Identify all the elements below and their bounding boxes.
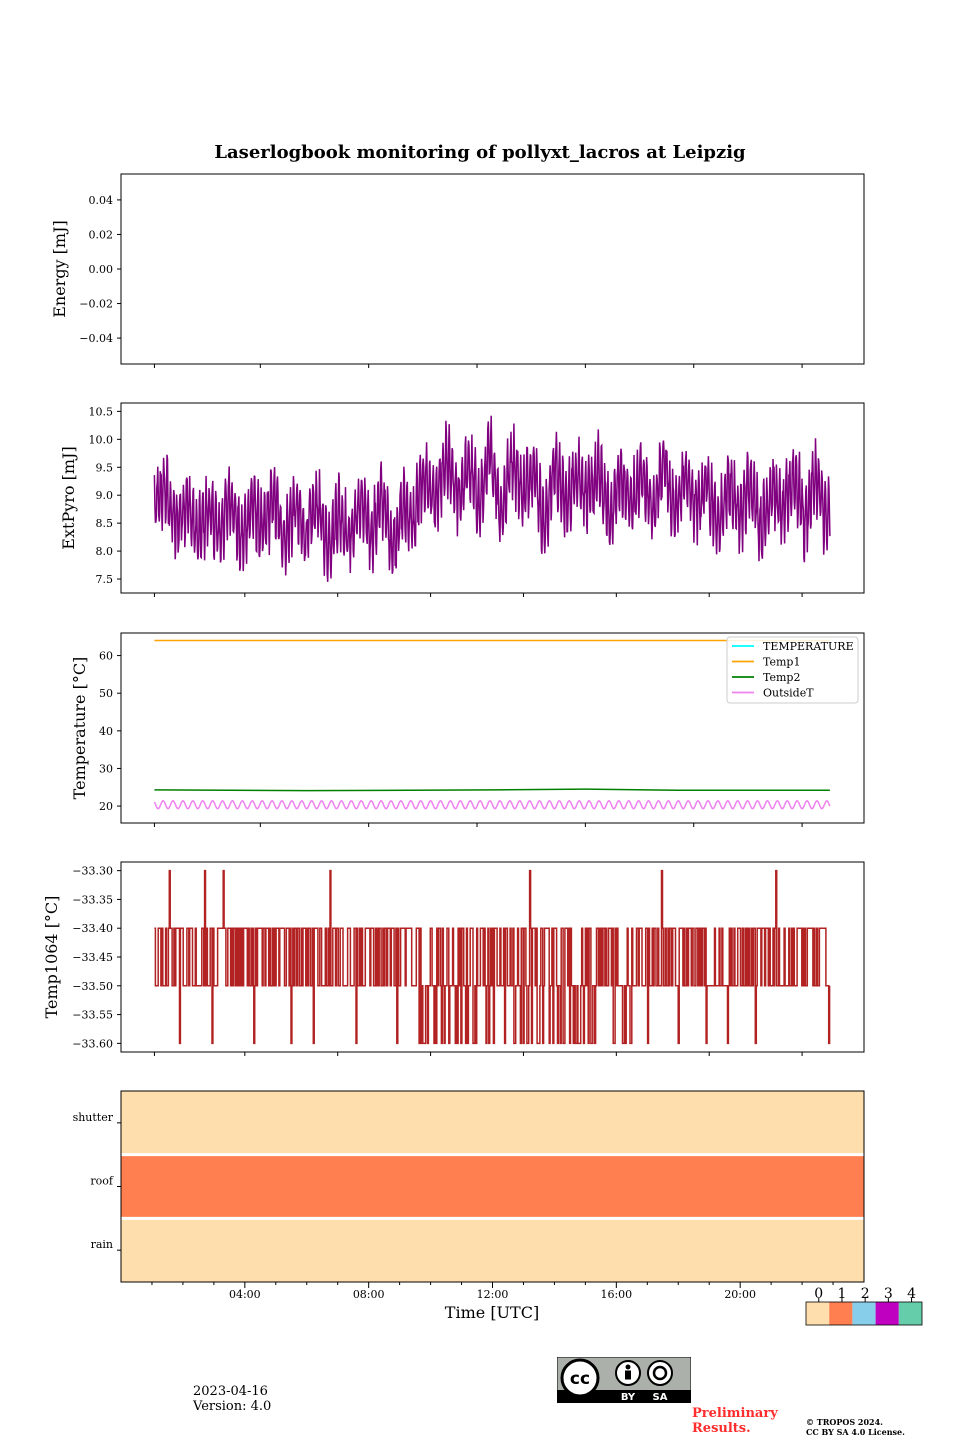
legend-label-temp2: Temp2 — [763, 671, 800, 684]
y-tick-label: 7.5 — [96, 573, 114, 586]
row-label-rain: rain — [91, 1238, 113, 1251]
y-tick-label: 40 — [99, 725, 113, 738]
colorbar-swatch-4 — [898, 1302, 922, 1325]
y-axis-label: Energy [mJ] — [50, 220, 69, 318]
legend-frame — [726, 636, 859, 704]
y-tick-label: −33.55 — [72, 1009, 113, 1022]
axes-background — [121, 174, 864, 364]
y-tick-label: 0.02 — [89, 228, 114, 241]
status-row-roof — [121, 1154, 864, 1219]
y-tick-label: 10.5 — [89, 405, 114, 418]
x-tick-label: 04:00 — [229, 1288, 261, 1301]
cc-sa-label: SA — [653, 1392, 668, 1403]
colorbar-swatch-0 — [806, 1302, 830, 1325]
temp2-series-line — [154, 788, 830, 792]
colorbar-tick-label: 1 — [837, 1286, 846, 1302]
y-tick-label: 0.04 — [89, 194, 114, 207]
row-label-roof: roof — [90, 1175, 114, 1188]
y-tick-label: 50 — [99, 687, 113, 700]
plot-area — [154, 869, 831, 1045]
panel-5: shutter roof rain 04:00 08:00 12:00 16:00 20:00 — [73, 1090, 865, 1301]
y-tick-label: 60 — [99, 650, 113, 663]
colorbar-swatch-3 — [875, 1302, 899, 1325]
preliminary-note: Preliminary Results. — [692, 1406, 778, 1436]
y-axis-label: ExtPyro [mJ] — [59, 446, 78, 549]
y-tick-label: 10.0 — [89, 433, 114, 446]
cc-license-badge: cc BY SA — [556, 1356, 692, 1404]
axes-frame — [120, 632, 865, 824]
temp1064-series-line — [154, 869, 831, 1045]
y-tick-label: −33.50 — [72, 980, 113, 993]
copyright-line-1: © TROPOS 2024. — [806, 1417, 883, 1427]
outsidet-series-line — [153, 799, 831, 810]
y-tick-label: 9.5 — [96, 461, 114, 474]
cc-icon: cc — [570, 1369, 590, 1389]
legend: TEMPERATURE Temp1 Temp2 OutsideT — [726, 636, 859, 704]
version-label: Version: 4.0 — [193, 1399, 272, 1414]
y-axis-label: Temp1064 [°C] — [42, 896, 61, 1019]
colorbar-tick-label: 3 — [884, 1286, 893, 1302]
figure-title: Laserlogbook monitoring of pollyxt_lacro… — [214, 142, 746, 163]
date-label: 2023-04-16 — [193, 1384, 268, 1399]
date-version-block: 2023-04-16 Version: 4.0 — [193, 1384, 271, 1414]
x-axis-label: Time [UTC] — [445, 1303, 539, 1322]
colorbar-tick-label: 0 — [814, 1286, 823, 1302]
panel-1: 0.04 0.02 0.00 −0.02 −0.04 Energy [mJ] — [50, 173, 865, 368]
x-tick-label: 12:00 — [477, 1288, 509, 1301]
panel-3: 60 50 40 30 20 Temperature [°C] TEMPERATURE Tem… — [70, 632, 865, 827]
legend-label-outsidet: OutsideT — [763, 687, 814, 700]
y-tick-label: 20 — [99, 800, 113, 813]
cc-by-label: BY — [621, 1392, 636, 1403]
y-tick-label: 0.00 — [89, 263, 114, 276]
status-row-rain — [121, 1218, 864, 1282]
colorbar-tick-label: 2 — [861, 1286, 870, 1302]
plot-area — [153, 639, 831, 810]
copyright-line-2: CC BY SA 4.0 License. — [806, 1427, 905, 1437]
axes-frame — [120, 861, 865, 1053]
y-tick-label: −0.04 — [79, 332, 113, 345]
colorbar-swatch-1 — [829, 1302, 853, 1325]
colorbar-frame — [805, 1301, 923, 1326]
extpyro-series-line — [153, 415, 831, 582]
row-label-shutter: shutter — [73, 1111, 114, 1124]
x-tick-label: 20:00 — [724, 1288, 756, 1301]
colorbar-swatch-2 — [852, 1302, 876, 1325]
y-tick-label: 8.0 — [96, 545, 114, 558]
y-tick-label: −33.35 — [72, 893, 113, 906]
y-tick-label: −33.45 — [72, 951, 113, 964]
status-row-shutter — [121, 1091, 864, 1155]
y-tick-label: 8.5 — [96, 517, 114, 530]
axes-frame — [120, 402, 865, 594]
y-tick-label: 9.0 — [96, 489, 114, 502]
copyright-note: © TROPOS 2024. CC BY SA 4.0 License. — [806, 1417, 946, 1437]
y-tick-label: −0.02 — [79, 298, 113, 311]
y-tick-label: −33.60 — [72, 1037, 113, 1050]
colorbar-tick-label: 4 — [907, 1286, 916, 1302]
legend-label-temperature: TEMPERATURE — [763, 640, 854, 653]
panel-4: −33.30 −33.35 −33.40 −33.45 −33.50 −33.55 −33.… — [42, 861, 865, 1056]
x-tick-label: 08:00 — [353, 1288, 385, 1301]
y-tick-label: −33.30 — [72, 865, 113, 878]
x-tick-label: 16:00 — [600, 1288, 632, 1301]
y-tick-label: 30 — [99, 762, 113, 775]
y-tick-label: −33.40 — [72, 922, 113, 935]
panel-2: 10.5 10.0 9.5 9.0 8.5 8.0 7.5 ExtPyro [mJ] — [59, 402, 865, 597]
legend-label-temp1: Temp1 — [763, 656, 800, 669]
plot-area — [153, 415, 831, 582]
share-alike-icon — [647, 1360, 673, 1386]
axes-frame — [120, 173, 865, 365]
y-axis-label: Temperature [°C] — [70, 657, 89, 800]
